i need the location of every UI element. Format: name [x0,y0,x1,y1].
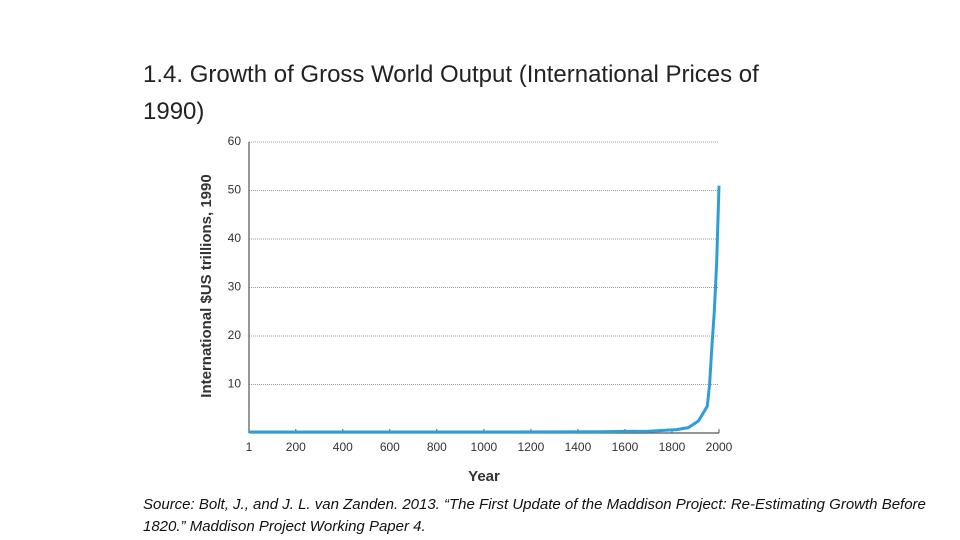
x-tick-label: 200 [286,440,306,454]
slide-title: 1.4. Growth of Gross World Output (Inter… [143,61,759,125]
y-tick-label: 50 [228,183,242,197]
x-tick-label: 600 [380,440,400,454]
y-tick-label: 30 [228,280,242,294]
x-tick-label: 2000 [706,440,733,454]
x-tick-label: 1000 [471,440,498,454]
y-tick-label: 10 [228,377,242,391]
y-axis-label: International $US trillions, 1990 [198,174,215,397]
source-note: Source: Bolt, J., and J. L. van Zanden. … [143,496,926,535]
y-tick-label: 20 [228,328,242,342]
x-tick-label: 1200 [518,440,545,454]
x-tick-label: 1 [246,440,253,454]
x-tick-label: 400 [333,440,353,454]
data-line [249,185,721,434]
y-tick-label: 60 [228,134,242,148]
x-tick-label: 1600 [612,440,639,454]
x-tick-label: 1800 [659,440,686,454]
y-tick-label: 40 [228,231,242,245]
x-tick-label: 800 [427,440,447,454]
x-axis-label: Year [468,468,500,485]
x-tick-label: 1400 [565,440,592,454]
